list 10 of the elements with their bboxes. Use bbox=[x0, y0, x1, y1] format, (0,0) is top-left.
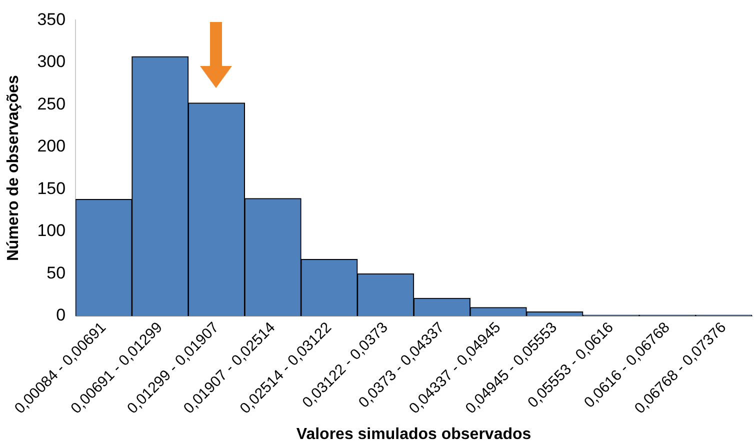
y-axis-title: Número de observações bbox=[5, 75, 22, 262]
y-tick-label: 0 bbox=[56, 306, 66, 325]
y-tick-label: 250 bbox=[37, 94, 66, 114]
y-tick-label: 100 bbox=[37, 221, 66, 240]
x-axis-title: Valores simulados observados bbox=[296, 426, 532, 443]
y-tick-label: 300 bbox=[37, 52, 66, 72]
y-tick-label: 350 bbox=[37, 10, 66, 29]
y-tick-label: 200 bbox=[37, 136, 66, 156]
y-tick-label: 50 bbox=[46, 263, 66, 282]
y-tick-label: 150 bbox=[37, 178, 66, 198]
